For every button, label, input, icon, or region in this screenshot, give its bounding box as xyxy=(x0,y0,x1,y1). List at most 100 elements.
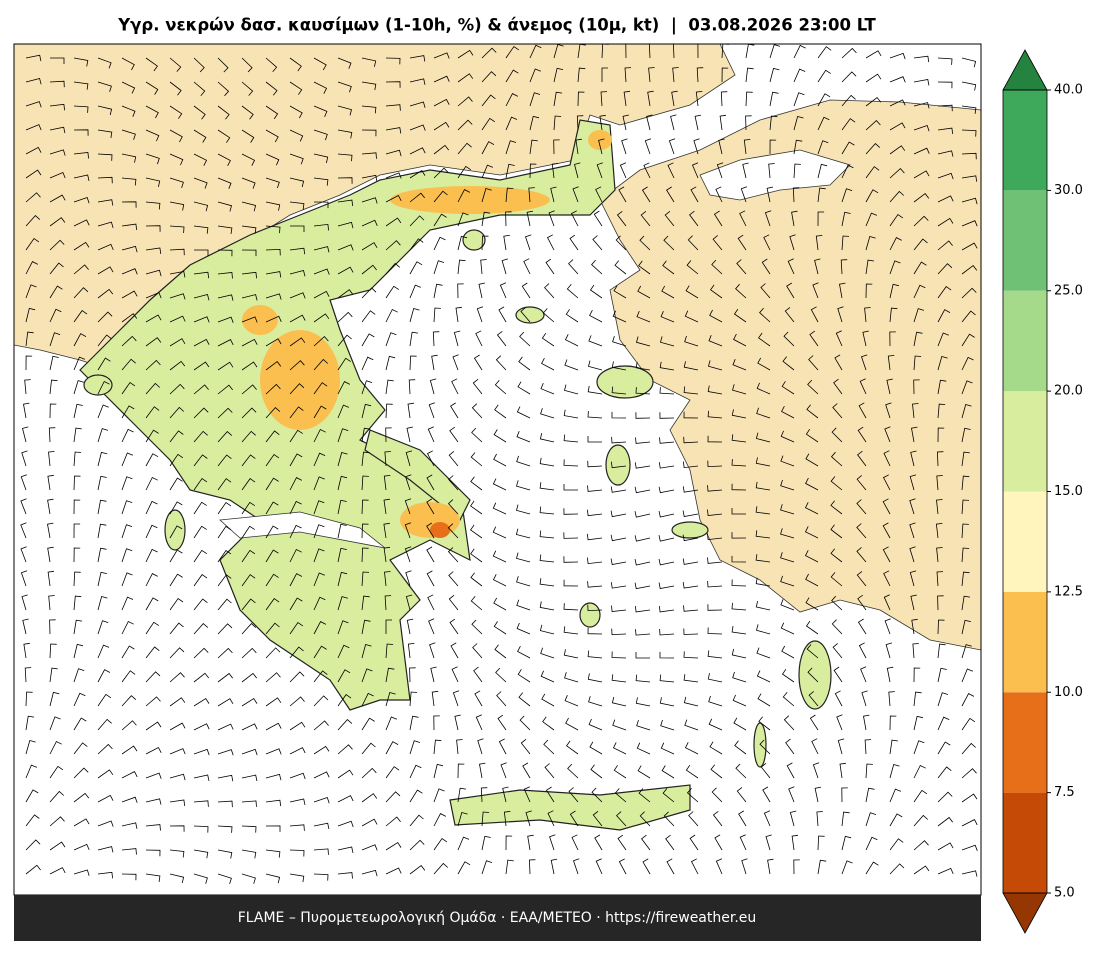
wind-barb xyxy=(73,547,81,563)
wind-barb xyxy=(313,336,329,347)
wind-barb xyxy=(913,331,923,347)
map-title: Υγρ. νεκρών δασ. καυσίμων (1-10h, %) & ά… xyxy=(117,16,876,36)
wind-barb xyxy=(169,453,184,467)
colorbar-extend-over xyxy=(1002,49,1048,91)
wind-barb xyxy=(622,114,629,131)
wind-barb xyxy=(936,451,944,467)
wind-barb xyxy=(361,818,378,827)
wind-barb xyxy=(73,219,90,227)
wind-barb xyxy=(289,105,303,119)
wind-barb xyxy=(121,268,138,275)
wind-barb xyxy=(169,338,186,347)
wind-barb xyxy=(937,195,954,203)
wind-barb xyxy=(659,697,675,707)
wind-barb xyxy=(49,765,64,779)
wind-barb xyxy=(145,337,162,347)
wind-barb xyxy=(145,153,160,165)
wind-barb xyxy=(885,642,893,659)
wind-barb xyxy=(97,57,112,69)
wind-barb xyxy=(384,451,391,467)
wind-barb xyxy=(546,234,555,251)
wind-barb xyxy=(865,259,874,275)
wind-barb xyxy=(687,235,699,251)
wind-barb xyxy=(499,282,507,299)
wind-barb xyxy=(658,535,675,542)
wind-barb xyxy=(241,525,255,539)
wind-barb xyxy=(265,501,279,515)
wind-barb xyxy=(731,648,747,659)
wind-barb xyxy=(856,571,867,587)
wind-barb xyxy=(961,242,978,251)
wind-barb xyxy=(409,789,423,803)
wind-barb xyxy=(433,121,450,131)
wind-barb xyxy=(586,533,603,541)
wind-barb xyxy=(634,511,651,518)
wind-barb xyxy=(49,80,65,88)
wind-barb xyxy=(337,334,352,347)
wind-barb xyxy=(707,650,723,659)
wind-barb xyxy=(337,221,354,229)
wind-barb xyxy=(732,671,747,683)
wind-barb xyxy=(889,813,903,827)
wind-barb xyxy=(121,620,134,635)
samos xyxy=(671,521,709,539)
wind-barb xyxy=(636,742,651,755)
wind-barb xyxy=(769,139,777,155)
wind-barb xyxy=(121,822,138,829)
wind-barb xyxy=(817,187,826,203)
wind-barb xyxy=(145,382,161,395)
wind-barb xyxy=(707,410,723,419)
wind-barb xyxy=(313,621,327,635)
wind-barb xyxy=(447,547,459,563)
wind-barb xyxy=(193,748,210,756)
wind-barb xyxy=(25,331,34,347)
wind-barb xyxy=(519,715,531,731)
wind-barb xyxy=(614,260,627,275)
wind-barb xyxy=(409,865,426,875)
wind-barb xyxy=(265,338,282,347)
wind-barb xyxy=(638,788,651,803)
wind-barb xyxy=(337,311,353,323)
wind-barb xyxy=(505,859,514,875)
crete xyxy=(449,784,691,831)
wind-barb xyxy=(289,573,303,587)
wind-barb xyxy=(361,717,375,731)
wind-barb xyxy=(839,282,846,299)
wind-barb xyxy=(385,194,402,203)
wind-barb xyxy=(809,330,819,347)
wind-barb xyxy=(289,81,303,95)
wind-barb xyxy=(961,793,978,803)
wind-barb xyxy=(24,667,32,683)
wind-barb xyxy=(707,385,723,395)
wind-barb xyxy=(22,426,29,443)
wind-barb xyxy=(265,477,279,491)
wind-barb xyxy=(73,174,90,181)
wind-barb xyxy=(733,333,747,347)
wind-barb xyxy=(457,812,468,827)
wind-barb xyxy=(817,211,825,227)
wind-barb xyxy=(912,403,919,419)
wind-barb xyxy=(447,523,459,539)
wind-barb xyxy=(430,666,437,683)
wind-barb xyxy=(361,692,374,707)
wind-barb xyxy=(73,742,88,755)
wind-barb xyxy=(761,258,771,275)
wind-barb xyxy=(289,153,304,165)
wind-barb xyxy=(289,721,306,731)
colorbar-segment xyxy=(1003,391,1047,492)
wind-barb xyxy=(709,309,723,323)
wind-barb xyxy=(169,672,185,683)
wind-barb xyxy=(448,594,459,611)
wind-barb xyxy=(433,837,448,851)
wind-barb xyxy=(865,96,882,107)
wind-barb xyxy=(313,596,326,611)
wind-barb xyxy=(25,124,42,131)
wind-barb xyxy=(553,115,562,131)
wind-barb xyxy=(865,836,878,851)
wind-barb xyxy=(831,595,843,611)
wind-barb xyxy=(241,129,255,143)
wind-barb xyxy=(145,81,159,95)
wind-barb xyxy=(433,167,449,179)
wind-barb xyxy=(121,548,133,563)
wind-barb xyxy=(587,509,603,517)
